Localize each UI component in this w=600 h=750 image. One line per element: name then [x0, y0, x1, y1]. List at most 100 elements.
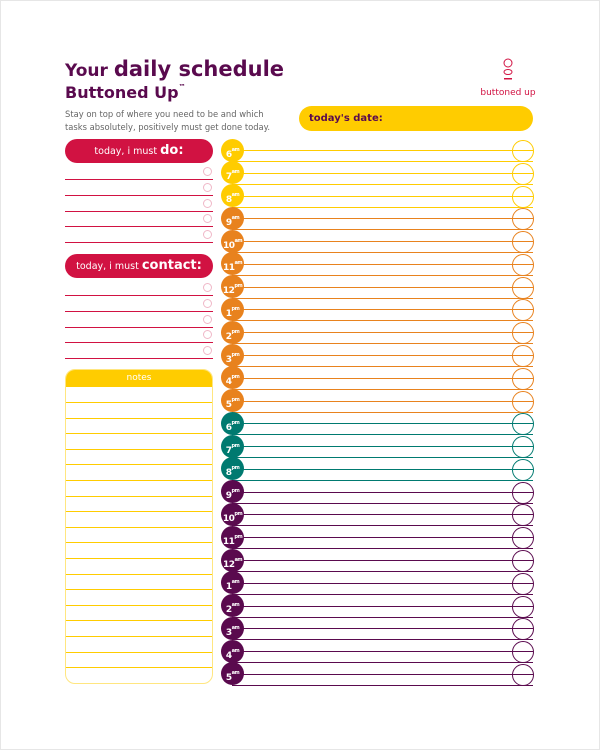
hour-line[interactable] [243, 400, 533, 402]
hour-checkbox[interactable] [512, 367, 534, 390]
hour-line[interactable] [243, 309, 533, 311]
hour-meridiem: pm [234, 283, 243, 290]
hour-divider [232, 662, 533, 664]
entry-line[interactable] [65, 310, 213, 312]
hour-checkbox[interactable] [512, 253, 534, 276]
hour-line[interactable] [243, 195, 533, 197]
hour-line[interactable] [243, 377, 533, 379]
hour-divider [232, 366, 533, 368]
notes-line [66, 417, 212, 419]
hour-checkbox[interactable] [512, 618, 534, 641]
notes-line [66, 433, 212, 435]
contact-label: today, i must [76, 261, 139, 272]
entry-line[interactable] [65, 210, 213, 212]
hour-badge: 2am [221, 594, 244, 618]
hour-line[interactable] [243, 468, 533, 470]
hour-number: 9 [225, 491, 232, 502]
hour-checkbox[interactable] [512, 413, 534, 436]
hour-line[interactable] [243, 263, 533, 265]
entry-line[interactable] [65, 194, 213, 196]
hour-divider [232, 183, 533, 185]
hour-checkbox[interactable] [512, 458, 534, 481]
hour-checkbox[interactable] [512, 527, 534, 550]
hour-checkbox[interactable] [512, 276, 534, 299]
checkbox[interactable] [203, 346, 212, 356]
hour-checkbox[interactable] [512, 572, 534, 595]
hour-checkbox[interactable] [512, 641, 534, 664]
hour-line[interactable] [243, 423, 533, 425]
hour-meridiem: am [231, 624, 240, 631]
hour-checkbox[interactable] [512, 481, 534, 504]
hour-checkbox[interactable] [512, 140, 534, 162]
checkbox[interactable] [203, 214, 212, 224]
hour-badge: 7am [221, 161, 244, 185]
todays-date-field[interactable]: today's date: [299, 106, 533, 131]
hour-checkbox[interactable] [512, 345, 534, 368]
hour-checkbox[interactable] [512, 162, 534, 185]
entry-line[interactable] [65, 342, 213, 344]
hour-line[interactable] [243, 286, 533, 288]
hour-line[interactable] [243, 514, 533, 516]
hour-line[interactable] [243, 628, 533, 630]
hour-checkbox[interactable] [512, 185, 534, 208]
hour-badge: 11am [221, 252, 244, 276]
entry-line[interactable] [65, 242, 213, 244]
hour-number: 11 [222, 536, 235, 547]
description-line: Stay on top of where you need to be and … [65, 109, 264, 119]
hour-checkbox[interactable] [512, 299, 534, 322]
hour-divider [232, 161, 533, 162]
hour-checkbox[interactable] [512, 322, 534, 345]
hour-checkbox[interactable] [512, 504, 534, 527]
hour-meridiem: am [231, 647, 240, 654]
hour-number: 4 [225, 650, 232, 661]
notes-box[interactable]: notes [65, 369, 213, 684]
hour-badge: 8pm [221, 457, 244, 481]
hour-line[interactable] [243, 582, 533, 584]
entry-line[interactable] [65, 226, 213, 228]
hour-line[interactable] [243, 218, 533, 220]
hour-divider [232, 229, 533, 231]
hour-checkbox[interactable] [512, 231, 534, 254]
hour-checkbox[interactable] [512, 436, 534, 459]
hour-line[interactable] [243, 560, 533, 562]
hour-badge: 12pm [221, 275, 244, 299]
hour-checkbox[interactable] [512, 595, 534, 618]
hour-line[interactable] [243, 673, 533, 675]
todo-header: today, i must do: [65, 139, 213, 163]
hour-checkbox[interactable] [512, 550, 534, 573]
checkbox[interactable] [203, 330, 212, 340]
entry-line[interactable] [65, 179, 213, 180]
hour-number: 3 [225, 627, 232, 638]
hour-checkbox[interactable] [512, 663, 534, 686]
checkbox[interactable] [203, 314, 212, 324]
checkbox[interactable] [203, 182, 212, 192]
hour-line[interactable] [243, 172, 533, 174]
hour-checkbox[interactable] [512, 390, 534, 413]
hour-number: 2 [225, 605, 232, 616]
hour-line[interactable] [243, 605, 533, 607]
hour-badge: 6am [221, 138, 244, 162]
hour-line[interactable] [243, 150, 533, 151]
checkbox[interactable] [203, 230, 212, 240]
hour-line[interactable] [243, 332, 533, 334]
hour-number: 6 [225, 422, 232, 433]
entry-line[interactable] [65, 358, 213, 360]
hour-divider [232, 434, 533, 436]
entry-line[interactable] [65, 295, 213, 296]
checkbox[interactable] [203, 198, 212, 208]
checkbox[interactable] [203, 283, 212, 292]
hour-line[interactable] [243, 651, 533, 653]
hour-line[interactable] [243, 537, 533, 539]
checkbox[interactable] [203, 298, 212, 308]
entry-line[interactable] [65, 326, 213, 328]
hour-meridiem: am [231, 602, 240, 609]
hour-divider [232, 593, 533, 595]
hour-number: 12 [222, 286, 235, 297]
hour-line[interactable] [243, 241, 533, 243]
checkbox[interactable] [203, 167, 212, 176]
hour-checkbox[interactable] [512, 208, 534, 231]
hour-line[interactable] [243, 446, 533, 448]
hour-line[interactable] [243, 355, 533, 357]
hour-meridiem: pm [231, 374, 240, 381]
hour-line[interactable] [243, 491, 533, 493]
